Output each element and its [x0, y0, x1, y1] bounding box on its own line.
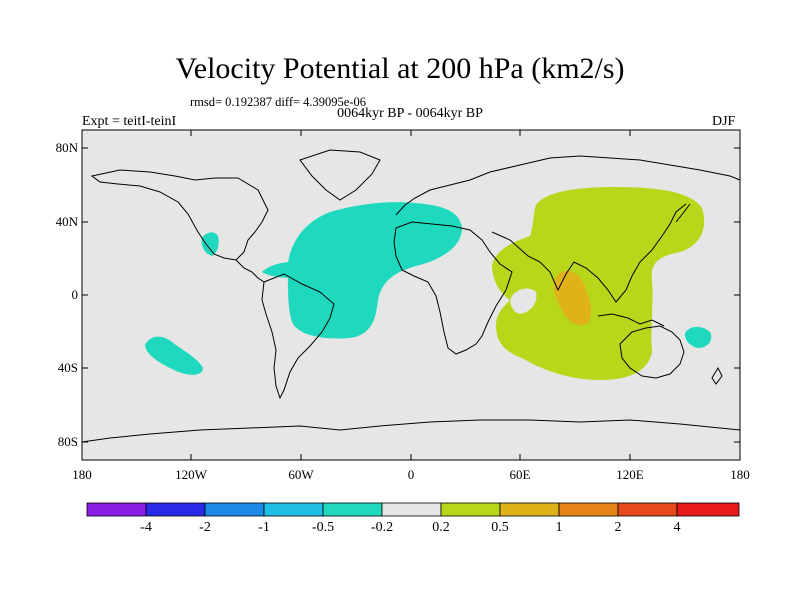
new-zealand-coast: [711, 366, 723, 385]
y-tick-label: 40S: [57, 360, 78, 375]
south-america-coast: [261, 273, 335, 400]
tick-marks: [82, 130, 740, 460]
north-america-coast: [90, 169, 269, 261]
x-tick-label: 120W: [175, 467, 207, 482]
time-period-label: 0064kyr BP - 0064kyr BP: [337, 106, 483, 121]
x-tick-label: 120E: [616, 467, 644, 482]
colorbar-swatch: [381, 502, 442, 517]
x-tick-label: 180: [730, 467, 750, 482]
australia-coast: [619, 325, 685, 379]
colorbar-label: -0.5: [311, 520, 335, 535]
y-tick-label: 40N: [55, 214, 78, 229]
japan-coast: [675, 203, 691, 223]
experiment-label: Expt = teitI-teinI: [82, 114, 177, 129]
x-tick-label: 60E: [509, 467, 531, 482]
figure-title: Velocity Potential at 200 hPa (km2/s): [175, 52, 625, 85]
pacific-negative-anomaly: [201, 232, 219, 256]
atlantic-negative-anomaly: [287, 202, 462, 339]
colorbar-swatch: [263, 502, 324, 517]
x-tick-label: 180: [72, 467, 92, 482]
africa-coast: [393, 221, 513, 355]
colorbar-swatch: [145, 502, 206, 517]
rmsd-diff-stats: rmsd= 0.192387 diff= 4.39095e-06: [190, 95, 367, 109]
colorbar-swatch: [617, 502, 678, 517]
coastlines: [81, 149, 741, 443]
asia-coast: [491, 203, 687, 303]
south-pacific-negative-anomaly: [145, 336, 203, 375]
east-africa-neutral-gap: [510, 288, 537, 314]
colorbar-label: 2: [614, 520, 622, 535]
greenland-coast: [299, 149, 381, 201]
maritime-continent-coast: [597, 313, 665, 327]
season-label: DJF: [712, 114, 736, 129]
colorbar-label: -4: [140, 520, 152, 535]
y-tick-label: 0: [71, 287, 79, 302]
colorbar-label: 4: [673, 520, 681, 535]
colorbar-swatch: [558, 502, 619, 517]
colorbar: [86, 502, 740, 517]
colorbar-label: -0.2: [370, 520, 394, 535]
antarctica-coast: [81, 419, 741, 443]
europe-coast: [395, 155, 741, 216]
colorbar-label: 1: [555, 520, 563, 535]
indo-pacific-positive-anomaly: [492, 187, 705, 380]
x-tick-label: 60W: [288, 467, 314, 482]
colorbar-swatch: [440, 502, 501, 517]
central-america-coast: [235, 259, 265, 283]
colorbar-swatch: [86, 502, 147, 517]
x-tick-label: 0: [407, 467, 415, 482]
colorbar-swatch: [676, 502, 740, 517]
colorbar-label: 0.5: [491, 520, 509, 535]
colorbar-label: -2: [199, 520, 211, 535]
colorbar-swatch: [322, 502, 383, 517]
australia-negative-anomaly: [684, 326, 712, 348]
colorbar-swatch: [499, 502, 560, 517]
colorbar-label: 0.2: [432, 520, 450, 535]
colorbar-swatch: [204, 502, 265, 517]
indian-ocean-positive-core: [553, 270, 591, 326]
y-tick-label: 80N: [55, 140, 78, 155]
colorbar-label: -1: [258, 520, 270, 535]
y-tick-label: 80S: [57, 434, 78, 449]
